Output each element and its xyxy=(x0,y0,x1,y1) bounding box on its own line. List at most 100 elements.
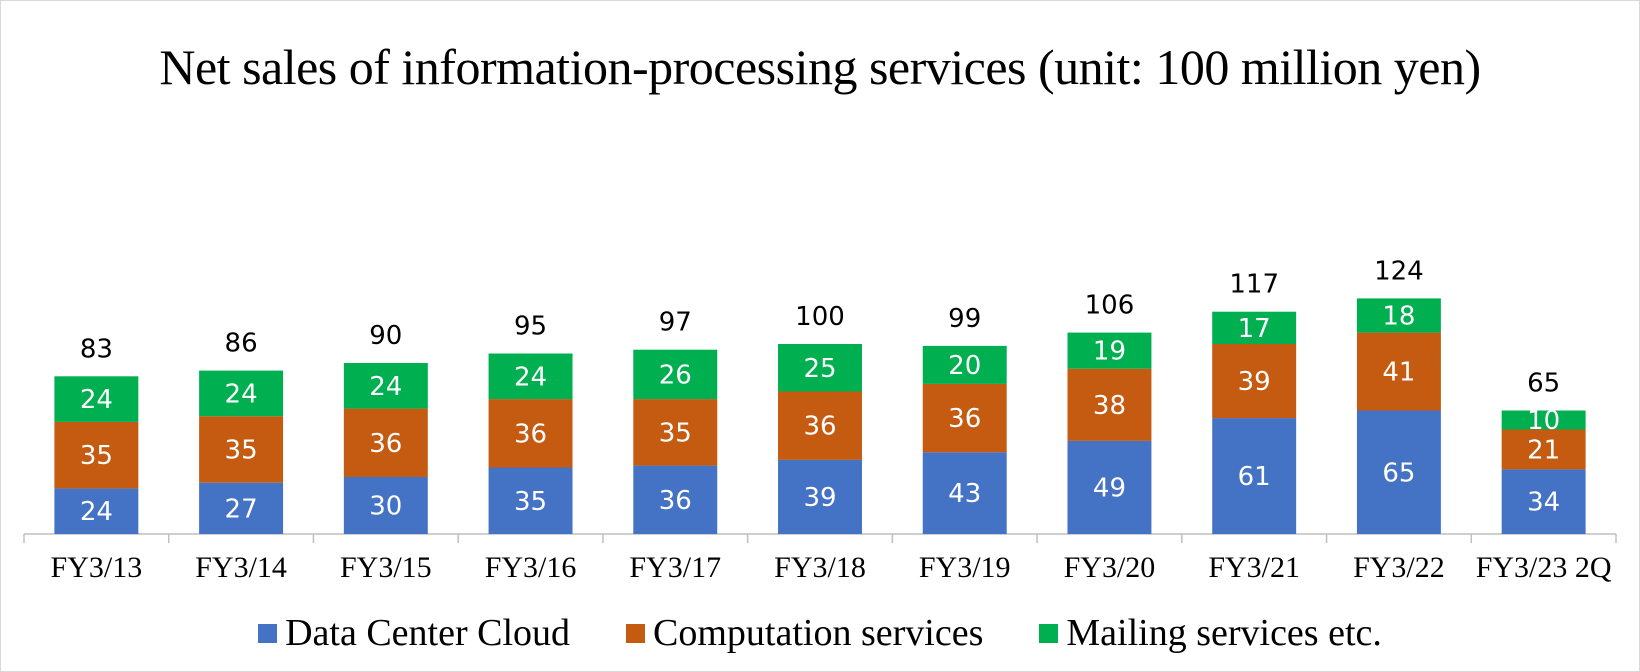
bar-segment-1 xyxy=(1067,440,1152,534)
data-label: 24 xyxy=(80,497,113,527)
data-label: 39 xyxy=(1238,367,1271,397)
bar-segment-2 xyxy=(633,399,718,466)
data-label: 36 xyxy=(948,404,981,434)
bar-segment-2 xyxy=(922,383,1007,453)
x-tick-label: FY3/13 xyxy=(51,551,143,584)
bar-segment-3 xyxy=(199,370,284,417)
data-label: 24 xyxy=(514,362,547,392)
legend-item-mailing-services: Mailing services etc. xyxy=(1039,611,1382,655)
total-label: 124 xyxy=(1374,256,1424,286)
data-label: 17 xyxy=(1238,314,1271,344)
legend-swatch-mailing-services xyxy=(1039,623,1059,643)
data-label: 35 xyxy=(80,441,113,471)
legend-label-data-center-cloud: Data Center Cloud xyxy=(285,612,571,654)
bar-segment-1 xyxy=(922,452,1007,534)
legend-swatch-computation-services xyxy=(626,623,646,643)
bar-segment-2 xyxy=(488,399,573,468)
bar-segment-1 xyxy=(199,482,284,534)
data-label: 39 xyxy=(803,483,836,513)
total-label: 90 xyxy=(369,321,402,351)
legend-label-mailing-services: Mailing services etc. xyxy=(1066,612,1382,654)
bar-segment-2 xyxy=(1212,344,1297,419)
total-label: 117 xyxy=(1229,270,1279,300)
x-tick-label: FY3/14 xyxy=(195,551,287,584)
total-label: 97 xyxy=(659,308,692,338)
data-label: 18 xyxy=(1382,302,1415,332)
data-label: 27 xyxy=(225,494,258,524)
data-label: 10 xyxy=(1527,406,1560,436)
data-label: 36 xyxy=(659,486,692,516)
data-label: 49 xyxy=(1093,473,1126,503)
total-label: 83 xyxy=(80,334,113,364)
bar-segment-3 xyxy=(1501,410,1586,430)
data-label: 34 xyxy=(1527,488,1560,518)
legend-label-computation-services: Computation services xyxy=(653,612,984,654)
bar-segment-1 xyxy=(488,467,573,534)
data-label: 41 xyxy=(1382,358,1415,388)
data-label: 20 xyxy=(948,351,981,381)
total-label: 100 xyxy=(795,302,845,332)
data-label: 43 xyxy=(948,479,981,509)
bar-segment-2 xyxy=(199,416,284,483)
x-tick-label: FY3/16 xyxy=(485,551,577,584)
bar-segment-3 xyxy=(488,353,573,400)
legend-item-data-center-cloud: Data Center Cloud xyxy=(258,611,570,655)
bar-segment-1 xyxy=(1212,418,1297,534)
x-tick-label: FY3/17 xyxy=(629,551,721,584)
x-tick-label: FY3/21 xyxy=(1208,551,1300,584)
x-tick-label: FY3/19 xyxy=(919,551,1011,584)
data-label: 36 xyxy=(514,419,547,449)
bar-segment-3 xyxy=(922,345,1007,384)
bar-segment-1 xyxy=(1356,410,1441,534)
stacked-bar-chart: 24 35 24 83 FY3/13 27 35 24 86 FY3/14 30 36 24 90 FY3/… xyxy=(23,256,1617,584)
legend: Data Center Cloud Computation services M… xyxy=(0,608,1640,658)
data-label: 24 xyxy=(225,379,258,409)
x-tick-label: FY3/23 2Q xyxy=(1476,551,1612,584)
data-label: 36 xyxy=(369,429,402,459)
bar-segment-1 xyxy=(778,459,862,534)
bar-segment-1 xyxy=(54,488,139,534)
data-label: 65 xyxy=(1382,458,1415,488)
bar-segment-3 xyxy=(633,349,718,400)
bar-segment-1 xyxy=(1501,469,1586,534)
data-label: 61 xyxy=(1238,462,1271,492)
bar-segment-1 xyxy=(343,477,428,534)
total-label: 86 xyxy=(225,329,258,359)
data-label: 38 xyxy=(1093,391,1126,421)
data-label: 24 xyxy=(80,385,113,415)
total-label: 99 xyxy=(948,304,981,334)
legend-item-computation-services: Computation services xyxy=(626,611,983,655)
bar-segment-3 xyxy=(1212,311,1297,344)
bar-segment-2 xyxy=(343,408,428,477)
bar-segment-2 xyxy=(1356,332,1441,411)
data-label: 35 xyxy=(514,487,547,517)
data-label: 36 xyxy=(803,412,836,442)
data-label: 24 xyxy=(369,372,402,402)
x-tick-label: FY3/15 xyxy=(340,551,432,584)
data-label: 21 xyxy=(1527,435,1560,465)
x-tick-label: FY3/18 xyxy=(774,551,866,584)
chart-title: Net sales of information-processing serv… xyxy=(159,39,1481,95)
x-tick-label: FY3/22 xyxy=(1353,551,1445,584)
bar-segment-3 xyxy=(778,344,862,392)
bar-segment-2 xyxy=(778,391,862,460)
data-label: 25 xyxy=(803,354,836,384)
bar-segment-1 xyxy=(633,465,718,534)
bar-segment-3 xyxy=(1356,298,1441,333)
data-label: 19 xyxy=(1093,337,1126,367)
bar-segment-2 xyxy=(1501,429,1586,470)
bar-segment-3 xyxy=(54,376,139,422)
data-label: 30 xyxy=(369,492,402,522)
total-label: 106 xyxy=(1085,291,1135,321)
bar-segment-3 xyxy=(1067,332,1152,369)
total-label: 95 xyxy=(514,312,547,342)
legend-swatch-data-center-cloud xyxy=(258,623,278,643)
x-tick-label: FY3/20 xyxy=(1064,551,1156,584)
bar-segment-2 xyxy=(1067,368,1152,441)
data-label: 35 xyxy=(225,435,258,465)
bar-segment-3 xyxy=(343,363,428,409)
total-label: 65 xyxy=(1527,369,1560,399)
bar-segment-2 xyxy=(54,421,139,489)
data-label: 35 xyxy=(659,418,692,448)
data-label: 26 xyxy=(659,360,692,390)
